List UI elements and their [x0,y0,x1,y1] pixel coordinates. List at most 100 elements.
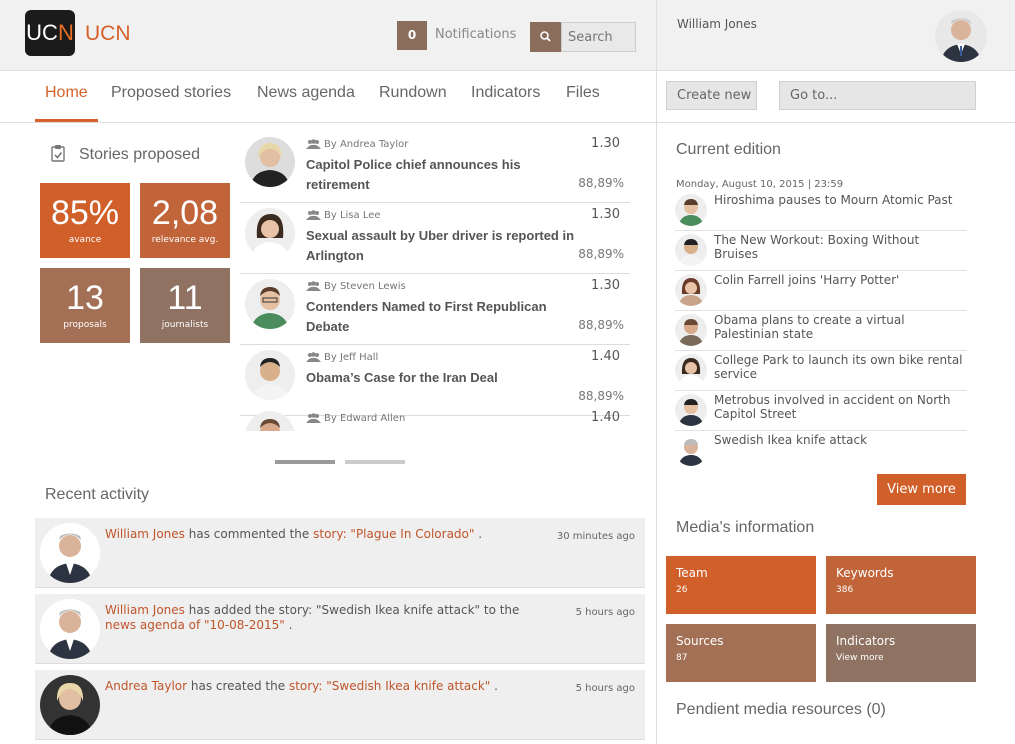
media-tile-value: View more [836,653,884,663]
activity-object-link[interactable]: news agenda of "10-08-2015" [105,618,285,632]
story-score: 1.40 [591,349,620,364]
stat-tile-relevance[interactable]: 2,08 relevance avg. [140,183,230,258]
edition-item[interactable]: Colin Farrell joins 'Harry Potter' [675,271,967,311]
story-score: 1.30 [591,136,620,151]
story-percent: 88,89% [578,247,624,261]
edition-item-title: The New Workout: Boxing Without Bruises [714,233,920,261]
media-tile-value: 386 [836,585,854,595]
carousel-page-2[interactable] [345,460,405,464]
media-tile-keywords[interactable]: Keywords 386 [826,556,976,614]
stat-label: relevance avg. [151,235,219,245]
story-percent: 88,89% [578,176,624,190]
item-avatar [675,234,707,266]
edition-item[interactable]: Obama plans to create a virtual Palestin… [675,311,967,351]
story-item[interactable]: By Edward Allen 1.40 [240,406,630,431]
actor-link[interactable]: William Jones [105,527,185,541]
media-tile-team[interactable]: Team 26 [666,556,816,614]
edition-item[interactable]: Metrobus involved in accident on North C… [675,391,967,431]
author-name: By Lisa Lee [324,210,381,221]
story-score: 1.30 [591,207,620,222]
nav-indicators[interactable]: Indicators [471,84,541,101]
activity-item: William Jones has added the story: "Swed… [35,594,645,664]
stat-tile-journalists[interactable]: 11 journalists [140,268,230,343]
nav-proposed-stories[interactable]: Proposed stories [111,84,232,101]
activity-verb: has commented the [184,527,314,541]
edition-item[interactable]: Swedish Ikea knife attack [675,431,967,471]
story-item[interactable]: By Jeff Hall Obama’s Case for the Iran D… [240,345,630,416]
actor-avatar[interactable] [40,523,100,583]
activity-end: . [474,527,483,541]
actor-avatar[interactable] [40,599,100,659]
go-to-dropdown[interactable]: Go to... [779,81,976,110]
media-tile-value: 87 [676,653,688,663]
edition-item[interactable]: The New Workout: Boxing Without Bruises [675,231,967,271]
nav-files[interactable]: Files [566,84,600,101]
stat-tile-avance[interactable]: 85% avance [40,183,130,258]
author-name: By Jeff Hall [324,352,379,363]
story-score: 1.40 [591,410,620,425]
user-header: William Jones [656,0,1015,71]
activity-text: William Jones has commented the story: "… [105,527,535,542]
item-avatar [675,314,707,346]
story-title[interactable]: Obama’s Case for the Iran Deal [306,370,498,385]
story-author: By Lisa Lee [306,210,381,221]
stat-value: 11 [167,279,203,317]
clipboard-check-icon [50,144,66,166]
story-percent: 88,89% [578,318,624,332]
activity-end: . [284,618,293,632]
stories-proposed-title: Stories proposed [79,146,200,163]
edition-item-title: Swedish Ikea knife attack [714,433,868,447]
item-avatar [675,354,707,386]
notifications-link[interactable]: Notifications [435,27,517,42]
item-avatar [675,274,707,306]
edition-item[interactable]: College Park to launch its own bike rent… [675,351,967,391]
activity-item: William Jones has commented the story: "… [35,518,645,588]
stat-tile-proposals[interactable]: 13 proposals [40,268,130,343]
media-tile-sources[interactable]: Sources 87 [666,624,816,682]
edition-item-title: Metrobus involved in accident on North C… [714,393,951,421]
activity-item: Andrea Taylor has created the story: "Sw… [35,670,645,740]
edition-date: Monday, August 10, 2015 | 23:59 [676,179,844,190]
story-item[interactable]: By Andrea Taylor Capitol Police chief an… [240,132,630,203]
story-item[interactable]: By Steven Lewis Contenders Named to Firs… [240,274,630,345]
media-tile-label: Sources [676,634,724,648]
ucn-logo[interactable]: UCN [25,10,75,56]
carousel-page-1[interactable] [275,460,335,464]
people-icon [306,281,321,291]
item-avatar [675,434,707,466]
view-more-button[interactable]: View more [877,474,966,505]
pendient-media-title: Pendient media resources (0) [676,701,886,718]
activity-object-link[interactable]: story: "Plague In Colorado" [313,527,475,541]
user-avatar[interactable] [935,10,987,62]
media-tile-indicators[interactable]: Indicators View more [826,624,976,682]
activity-object-link[interactable]: story: "Swedish Ikea knife attack" [288,679,491,693]
actor-link[interactable]: Andrea Taylor [105,679,188,693]
media-info-title: Media's information [676,519,815,536]
brand-name[interactable]: UCN [85,22,131,45]
stat-value: 13 [66,279,104,317]
item-avatar [675,394,707,426]
actor-link[interactable]: William Jones [105,603,185,617]
create-new-button[interactable]: Create new [666,81,757,110]
search-input[interactable] [561,22,636,52]
nav-home[interactable]: Home [45,84,88,101]
story-title[interactable]: Contenders Named to First Republican Deb… [306,299,547,334]
story-title[interactable]: Sexual assault by Uber driver is reporte… [306,228,575,263]
story-title[interactable]: Capitol Police chief announces his retir… [306,157,521,192]
nav-rundown[interactable]: Rundown [379,84,447,101]
edition-item[interactable]: Hiroshima pauses to Mourn Atomic Past [675,191,967,231]
stories-list: By Andrea Taylor Capitol Police chief an… [240,132,630,431]
stat-value: 85% [50,194,120,232]
people-icon [306,210,321,220]
activity-time: 5 hours ago [575,607,635,618]
story-item[interactable]: By Lisa Lee Sexual assault by Uber drive… [240,203,630,274]
notifications-count-badge[interactable]: 0 [397,21,427,50]
activity-verb: has created the [187,679,289,693]
people-icon [306,413,321,423]
author-name: By Andrea Taylor [324,139,409,150]
actor-avatar[interactable] [40,675,100,735]
people-icon [306,352,321,362]
user-name[interactable]: William Jones [677,17,757,31]
nav-news-agenda[interactable]: News agenda [257,84,355,101]
search-button[interactable] [530,22,561,52]
